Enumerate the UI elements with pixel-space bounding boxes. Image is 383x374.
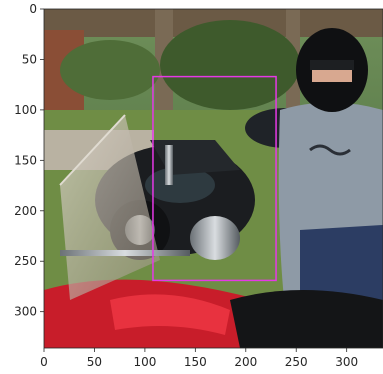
x-tick-label: 300 bbox=[335, 355, 358, 369]
x-tick-label: 200 bbox=[234, 355, 257, 369]
x-axis: 0 50 100 150 200 250 300 bbox=[40, 348, 358, 369]
y-tick-label: 300 bbox=[14, 305, 37, 319]
y-tick-label: 250 bbox=[14, 254, 37, 268]
y-tick-label: 50 bbox=[22, 52, 37, 66]
y-tick-label: 200 bbox=[14, 204, 37, 218]
x-tick-label: 150 bbox=[184, 355, 207, 369]
person bbox=[278, 28, 383, 348]
axes-frame bbox=[43, 8, 383, 349]
red-motorcycle bbox=[44, 114, 383, 348]
bounding-box bbox=[152, 75, 277, 282]
y-tick-label: 100 bbox=[14, 103, 37, 117]
y-axis: 0 50 100 150 200 250 300 bbox=[14, 2, 44, 319]
x-tick-label: 0 bbox=[40, 355, 48, 369]
y-tick-label: 0 bbox=[29, 2, 37, 16]
x-tick-label: 100 bbox=[133, 355, 156, 369]
y-tick-label: 150 bbox=[14, 153, 37, 167]
photo bbox=[44, 9, 383, 348]
x-tick-label: 250 bbox=[285, 355, 308, 369]
x-tick-label: 50 bbox=[87, 355, 102, 369]
